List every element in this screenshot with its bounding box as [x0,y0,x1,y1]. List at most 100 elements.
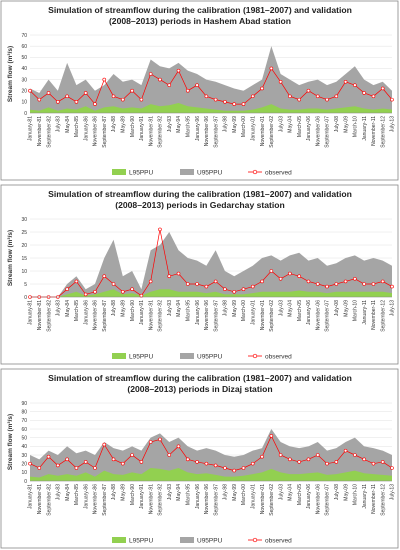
data-point [241,287,246,291]
x-tick-label: March-00 [241,300,247,321]
data-point [315,453,320,457]
data-point [343,80,348,84]
data-point [93,290,97,294]
x-tick-label: September-92 [158,484,164,516]
y-tick-label: 60 [21,44,27,50]
data-point [111,282,116,286]
x-tick-label: March-90 [130,300,136,321]
data-point [260,86,264,91]
x-tick-label: March-95 [185,300,191,321]
x-tick-label: July-93 [167,300,173,316]
x-tick-label: May-09 [343,116,349,133]
data-point [334,460,339,464]
x-tick-label: March-05 [297,484,303,505]
x-tick-label: January-91 [139,484,145,509]
y-axis-label: Stream flow (m³/s) [7,230,14,286]
x-tick-label: January-96 [195,116,201,141]
x-tick-label: January-86 [83,116,89,141]
y-tick-label: 0 [24,479,27,485]
legend-swatch [180,353,194,359]
x-tick-label: November-01 [260,116,266,147]
data-point [176,68,181,73]
data-point [353,83,357,87]
x-tick-label: September-92 [158,116,164,148]
x-tick-label: September-82 [46,484,52,516]
chart-title: (2008–2013) periods in Hashem Abad stati… [109,16,291,26]
legend-swatch [180,537,194,543]
data-point [362,282,366,286]
series-area [30,289,392,297]
series-line [30,229,393,298]
data-point [83,91,88,95]
x-tick-label: November-06 [315,116,321,147]
x-tick-label: November-91 [148,116,154,147]
y-tick-label: 30 [21,217,27,223]
data-point [158,77,162,82]
data-point [111,94,116,99]
data-point [241,102,246,106]
x-tick-label: November-86 [93,300,99,331]
x-tick-label: January-01 [250,484,256,509]
series-line [29,435,393,471]
x-tick-label: July-88 [111,300,117,316]
x-tick-label: January-06 [306,300,312,325]
x-tick-label: January-91 [139,116,145,141]
data-point [28,88,32,93]
data-point [213,463,218,468]
data-point [93,102,97,106]
y-tick-label: 15 [21,256,27,262]
x-tick-label: March-10 [353,116,359,137]
data-point [185,457,190,462]
x-tick-label: November-01 [260,300,266,331]
x-tick-label: May-09 [343,300,349,317]
data-point [269,66,274,71]
x-tick-label: July-93 [167,484,173,500]
data-point [390,97,394,102]
x-tick-label: January-06 [306,484,312,509]
x-tick-label: March-10 [353,484,359,505]
legend-label: U95PPU [197,537,223,544]
x-tick-label: May-89 [121,116,127,133]
data-point [176,271,181,276]
y-tick-label: 60 [21,427,27,433]
data-point [288,94,292,99]
series-area [30,468,392,481]
x-tick-label: July-03 [278,484,284,500]
x-tick-label: March-85 [74,484,80,505]
data-point [250,94,255,99]
x-tick-label: May-94 [176,300,182,317]
data-point [204,461,209,466]
y-tick-label: 70 [21,418,27,424]
x-tick-label: January-96 [195,300,201,325]
x-tick-label: January-11 [362,116,368,141]
data-point [260,279,264,284]
data-point [83,292,88,297]
data-point [278,453,283,457]
data-point [325,284,329,289]
data-point [297,274,301,278]
data-point [371,461,376,466]
data-point [121,461,125,466]
chart-panel: Simulation of streamflow during the cali… [0,0,399,181]
x-tick-label: September-12 [380,300,386,332]
y-tick-label: 5 [24,282,27,288]
data-point [213,279,218,284]
x-tick-label: May-04 [288,300,294,317]
x-tick-label: January-01 [250,300,256,325]
x-tick-label: November-86 [93,484,99,515]
data-point [204,284,209,289]
data-point [260,454,264,459]
data-point [390,466,394,470]
x-tick-label: November-11 [371,116,377,146]
x-tick-label: September-82 [46,116,52,148]
data-point [288,457,292,462]
legend-label: L95PPU [129,353,154,360]
legend-label: U95PPU [197,353,223,360]
chart-title: (2008–2013) periods in Dizaj station [127,384,272,394]
data-point [185,88,190,93]
data-point [315,282,320,286]
data-point [65,287,69,291]
chart-panel: Simulation of streamflow during the cali… [0,368,399,549]
data-point [195,460,199,464]
data-point [74,279,79,284]
